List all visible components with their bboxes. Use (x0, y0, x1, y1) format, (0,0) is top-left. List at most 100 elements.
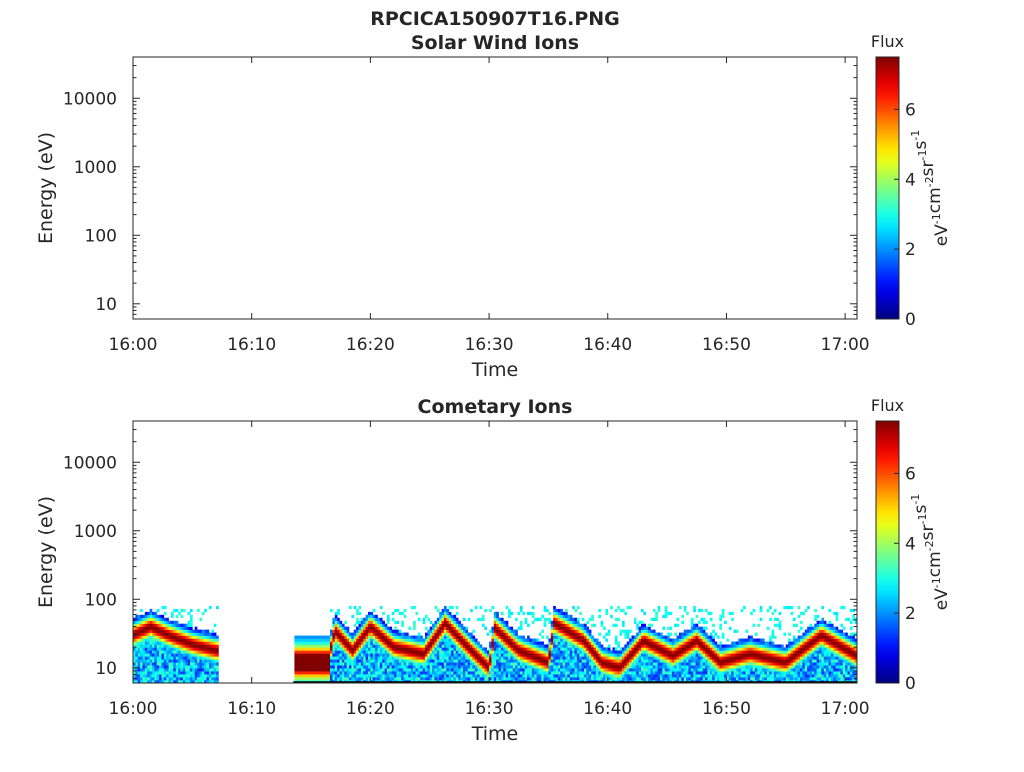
heatmap-cell (615, 659, 618, 662)
heatmap-cell (204, 647, 207, 650)
heatmap-cell (586, 677, 589, 680)
heatmap-cell (190, 671, 193, 674)
heatmap-cell (361, 644, 364, 647)
heatmap-cell (529, 674, 532, 677)
heatmap-cell (677, 659, 680, 662)
heatmap-cell (423, 668, 426, 671)
heatmap-cell (693, 647, 696, 650)
heatmap-cell (418, 650, 421, 653)
heatmap-cell (544, 677, 547, 680)
heatmap-cell (347, 674, 350, 677)
heatmap-cell (527, 665, 530, 668)
heatmap-cell (624, 612, 627, 615)
heatmap-cell (575, 642, 578, 645)
heatmap-cell (368, 630, 371, 633)
heatmap-cell (705, 653, 708, 656)
heatmap-cell (643, 642, 646, 645)
heatmap-cell (608, 674, 611, 677)
heatmap-cell (150, 633, 153, 636)
heatmap-cell (681, 668, 684, 671)
heatmap-cell (449, 671, 452, 674)
heatmap-cell (589, 650, 592, 653)
heatmap-cell (541, 650, 544, 653)
heatmap-cell (389, 630, 392, 633)
heatmap-cell (610, 674, 613, 677)
heatmap-cell (575, 636, 578, 639)
heatmap-cell (764, 674, 767, 677)
heatmap-cell (152, 665, 155, 668)
heatmap-cell (510, 665, 513, 668)
heatmap-cell (515, 677, 518, 680)
heatmap-cell (366, 636, 369, 639)
heatmap-cell (717, 653, 720, 656)
heatmap-cell (147, 624, 150, 627)
heatmap-cell (470, 636, 473, 639)
heatmap-cell (347, 662, 350, 665)
heatmap-cell (700, 618, 703, 621)
heatmap-cell (463, 630, 466, 633)
heatmap-cell (323, 642, 326, 645)
heatmap-cell (648, 665, 651, 668)
heatmap-cell (472, 668, 475, 671)
heatmap-cell (444, 636, 447, 639)
heatmap-cell (577, 674, 580, 677)
heatmap-cell (161, 659, 164, 662)
heatmap-cell (157, 650, 160, 653)
heatmap-cell (525, 642, 528, 645)
heatmap-cell (154, 656, 157, 659)
heatmap-cell (641, 639, 644, 642)
heatmap-cell (359, 671, 362, 674)
heatmap-cell (634, 618, 637, 621)
heatmap-cell (684, 644, 687, 647)
heatmap-cell (171, 639, 174, 642)
heatmap-cell (453, 665, 456, 668)
heatmap-cell (499, 653, 502, 656)
heatmap-cell (461, 671, 464, 674)
heatmap-cell (636, 668, 639, 671)
heatmap-cell (508, 659, 511, 662)
heatmap-cell (643, 665, 646, 668)
heatmap-cell (176, 615, 179, 618)
heatmap-cell (418, 644, 421, 647)
heatmap-cell (321, 665, 324, 668)
heatmap-cell (503, 642, 506, 645)
heatmap-cell (698, 674, 701, 677)
heatmap-cell (591, 642, 594, 645)
heatmap-cell (442, 662, 445, 665)
heatmap-cell (373, 671, 376, 674)
heatmap-cell (686, 671, 689, 674)
heatmap-cell (700, 647, 703, 650)
heatmap-cell (624, 674, 627, 677)
heatmap-cell (802, 633, 805, 636)
heatmap-cell (197, 662, 200, 665)
heatmap-cell (698, 671, 701, 674)
heatmap-cell (316, 639, 319, 642)
heatmap-cell (548, 677, 551, 680)
heatmap-cell (518, 644, 521, 647)
heatmap-cell (615, 642, 618, 645)
heatmap-cell (772, 668, 775, 671)
heatmap-cell (468, 668, 471, 671)
heatmap-cell (380, 653, 383, 656)
heatmap-cell (494, 624, 497, 627)
heatmap-cell (396, 656, 399, 659)
heatmap-cell (556, 650, 559, 653)
heatmap-cell (159, 639, 162, 642)
heatmap-cell (216, 674, 219, 677)
heatmap-cell (378, 674, 381, 677)
heatmap-cell (650, 659, 653, 662)
heatmap-cell (297, 668, 300, 671)
heatmap-cell (613, 668, 616, 671)
heatmap-cell (373, 618, 376, 621)
heatmap-cell (313, 662, 316, 665)
heatmap-cell (306, 653, 309, 656)
heatmap-cell (204, 653, 207, 656)
heatmap-cell (363, 659, 366, 662)
heatmap-cell (378, 650, 381, 653)
heatmap-cell (164, 656, 167, 659)
heatmap-cell (726, 656, 729, 659)
heatmap-cell (672, 653, 675, 656)
heatmap-cell (696, 630, 699, 633)
heatmap-cell (560, 662, 563, 665)
heatmap-cell (513, 668, 516, 671)
